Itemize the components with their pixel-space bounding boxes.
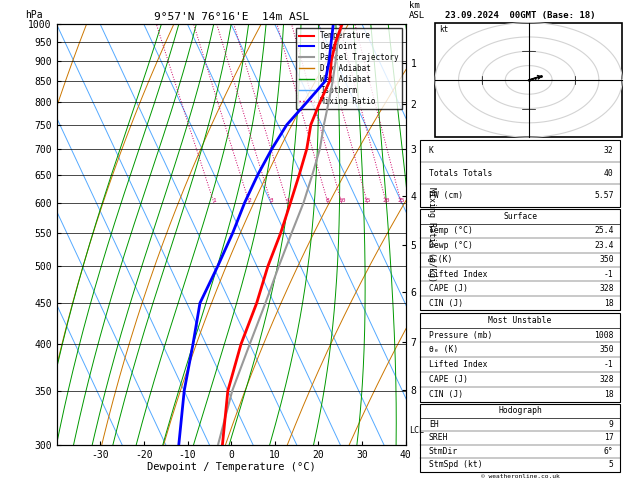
Text: StmDir: StmDir	[429, 447, 458, 456]
Text: 25.4: 25.4	[594, 226, 614, 236]
Text: 23.09.2024  00GMT (Base: 18): 23.09.2024 00GMT (Base: 18)	[445, 11, 596, 20]
Text: 350: 350	[599, 255, 614, 264]
Text: 25: 25	[398, 198, 405, 203]
Text: 15: 15	[364, 198, 371, 203]
Text: EH: EH	[429, 420, 438, 429]
Text: 6°: 6°	[604, 447, 614, 456]
Text: Surface: Surface	[503, 212, 537, 221]
Text: 40: 40	[604, 169, 614, 178]
Text: 5: 5	[609, 460, 614, 469]
Text: -1: -1	[604, 270, 614, 279]
Text: kt: kt	[440, 25, 448, 34]
Text: StmSpd (kt): StmSpd (kt)	[429, 460, 482, 469]
Text: Hodograph: Hodograph	[498, 406, 542, 416]
Y-axis label: Mixing Ratio (g/kg): Mixing Ratio (g/kg)	[427, 187, 436, 282]
Text: SREH: SREH	[429, 434, 448, 442]
Text: 17: 17	[604, 434, 614, 442]
Text: Temp (°C): Temp (°C)	[429, 226, 472, 236]
Text: 1008: 1008	[594, 330, 614, 340]
Text: θₑ (K): θₑ (K)	[429, 346, 458, 354]
Text: © weatheronline.co.uk: © weatheronline.co.uk	[481, 474, 560, 479]
Text: Lifted Index: Lifted Index	[429, 360, 487, 369]
Text: Most Unstable: Most Unstable	[489, 316, 552, 325]
Text: 5.57: 5.57	[594, 191, 614, 200]
Text: CIN (J): CIN (J)	[429, 298, 463, 308]
Text: 2: 2	[247, 198, 251, 203]
Bar	[420, 404, 620, 471]
Bar	[420, 139, 620, 207]
Text: 32: 32	[604, 146, 614, 156]
Text: 10: 10	[338, 198, 345, 203]
Bar	[420, 313, 620, 402]
Text: CIN (J): CIN (J)	[429, 390, 463, 399]
Text: CAPE (J): CAPE (J)	[429, 375, 468, 384]
Text: CAPE (J): CAPE (J)	[429, 284, 468, 293]
Text: -1: -1	[604, 360, 614, 369]
Text: 3: 3	[269, 198, 273, 203]
Text: km
ASL: km ASL	[409, 0, 425, 20]
Text: Pressure (mb): Pressure (mb)	[429, 330, 492, 340]
Text: Dewp (°C): Dewp (°C)	[429, 241, 472, 250]
X-axis label: Dewpoint / Temperature (°C): Dewpoint / Temperature (°C)	[147, 462, 316, 472]
Text: 328: 328	[599, 375, 614, 384]
Legend: Temperature, Dewpoint, Parcel Trajectory, Dry Adiabat, Wet Adiabat, Isotherm, Mi: Temperature, Dewpoint, Parcel Trajectory…	[296, 28, 402, 109]
Text: θₑ(K): θₑ(K)	[429, 255, 453, 264]
Text: LCL: LCL	[409, 426, 424, 435]
Text: Lifted Index: Lifted Index	[429, 270, 487, 279]
Text: hPa: hPa	[25, 10, 43, 20]
Text: 350: 350	[599, 346, 614, 354]
Text: PW (cm): PW (cm)	[429, 191, 463, 200]
Text: 1: 1	[212, 198, 216, 203]
Text: 23.4: 23.4	[594, 241, 614, 250]
Bar	[420, 209, 620, 311]
Title: 9°57'N 76°16'E  14m ASL: 9°57'N 76°16'E 14m ASL	[153, 12, 309, 22]
Text: 4: 4	[286, 198, 289, 203]
Text: Totals Totals: Totals Totals	[429, 169, 492, 178]
Text: 9: 9	[609, 420, 614, 429]
Text: 8: 8	[326, 198, 330, 203]
Text: 328: 328	[599, 284, 614, 293]
Bar	[435, 23, 622, 137]
Text: 18: 18	[604, 298, 614, 308]
Text: 18: 18	[604, 390, 614, 399]
Text: K: K	[429, 146, 433, 156]
Text: 20: 20	[382, 198, 390, 203]
